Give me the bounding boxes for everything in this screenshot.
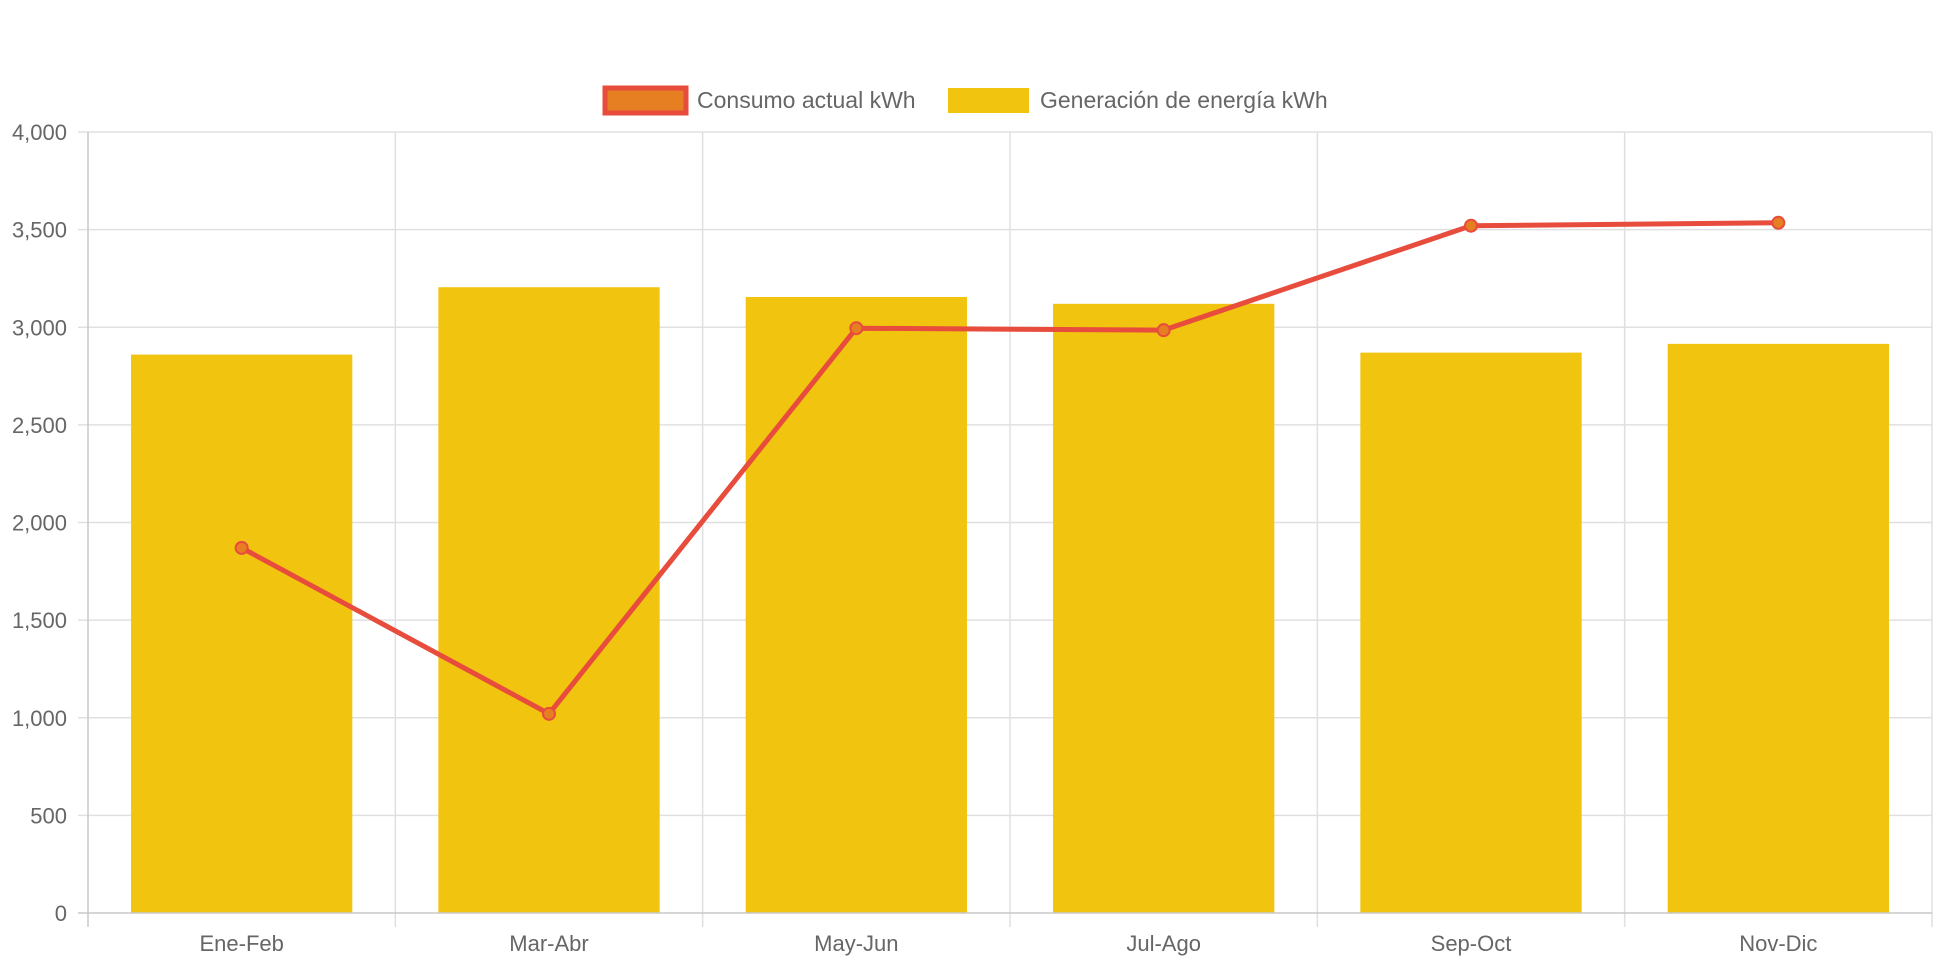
bar-generacion[interactable] [1667, 343, 1889, 913]
legend-label-generacion: Generación de energía kWh [1040, 87, 1328, 113]
line-consumo [240, 220, 1779, 717]
bar-generacion[interactable] [1053, 303, 1275, 913]
legend-item-consumo[interactable]: Consumo actual kWh [602, 85, 916, 116]
y-tick-label: 1,500 [12, 608, 67, 633]
x-tick-label: Sep-Oct [1431, 931, 1512, 956]
bar-generacion[interactable] [131, 354, 353, 914]
y-tick-label: 1,000 [12, 706, 67, 731]
point-consumo[interactable] [542, 706, 556, 721]
bar-generacion[interactable] [1360, 352, 1582, 913]
bar-generacion[interactable] [745, 296, 967, 914]
y-tick-label: 2,000 [12, 511, 67, 536]
legend-swatch-consumo [602, 85, 689, 116]
point-consumo[interactable] [1771, 215, 1786, 230]
grid [78, 131, 1933, 927]
point-consumo[interactable] [234, 540, 249, 555]
y-tick-label: 0 [55, 901, 67, 926]
line-series-consumo [240, 220, 1779, 717]
y-tick-label: 3,000 [12, 315, 67, 340]
legend: Consumo actual kWh Generación de energía… [602, 85, 1328, 116]
y-tick-label: 3,500 [12, 218, 67, 243]
point-consumo[interactable] [1156, 323, 1171, 338]
x-tick-label: Jul-Ago [1126, 931, 1201, 956]
legend-swatch-generacion [948, 88, 1029, 113]
legend-item-generacion[interactable]: Generación de energía kWh [948, 87, 1328, 113]
legend-label-consumo: Consumo actual kWh [697, 87, 916, 113]
point-consumo[interactable] [1464, 218, 1478, 233]
bar-generacion[interactable] [438, 287, 660, 913]
bar-series-generacion [131, 287, 1889, 914]
x-tick-label: Nov-Dic [1739, 931, 1817, 956]
y-tick-label: 4,000 [12, 120, 67, 145]
line-points-consumo [234, 215, 1786, 721]
point-consumo[interactable] [849, 321, 864, 336]
axes: 0 500 1,000 1,500 2,000 2,500 3,000 3,500 4,000 E… [12, 120, 1932, 956]
x-tick-label: May-Jun [814, 931, 898, 956]
y-tick-label: 2,500 [12, 413, 67, 438]
x-tick-label: Ene-Feb [199, 931, 283, 956]
x-tick-label: Mar-Abr [509, 931, 588, 956]
y-tick-label: 500 [30, 803, 67, 828]
